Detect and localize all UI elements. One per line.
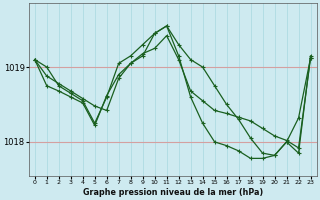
X-axis label: Graphe pression niveau de la mer (hPa): Graphe pression niveau de la mer (hPa) — [83, 188, 263, 197]
